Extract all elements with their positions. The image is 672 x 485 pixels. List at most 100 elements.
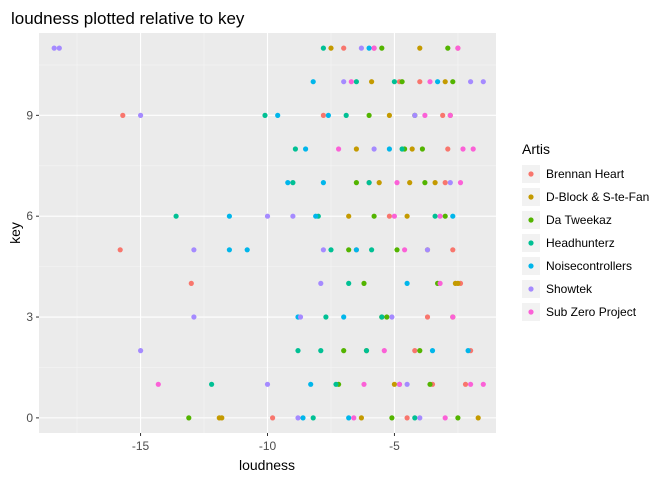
- legend-swatch: [528, 171, 534, 177]
- data-point: [386, 213, 392, 219]
- data-point: [138, 112, 144, 118]
- data-point: [404, 381, 410, 387]
- data-point: [369, 79, 375, 85]
- data-point: [455, 415, 461, 421]
- data-point: [188, 280, 194, 286]
- data-point: [328, 45, 334, 51]
- data-point: [462, 381, 469, 387]
- data-point: [264, 213, 271, 219]
- data-point: [346, 280, 352, 286]
- legend-label: Noisecontrollers: [546, 259, 632, 273]
- data-point: [429, 348, 436, 354]
- data-point: [346, 415, 352, 421]
- data-point: [470, 146, 476, 152]
- legend-label: Brennan Heart: [546, 167, 625, 181]
- data-point: [417, 415, 423, 421]
- legend-swatch: [528, 286, 534, 292]
- legend-title: Artis: [522, 141, 550, 157]
- data-point: [391, 381, 397, 387]
- data-point: [460, 146, 466, 152]
- data-point: [437, 280, 443, 286]
- data-point: [341, 348, 347, 354]
- data-point: [399, 79, 405, 85]
- data-point: [376, 180, 382, 186]
- data-point: [432, 180, 438, 186]
- data-point: [417, 79, 423, 85]
- data-point: [120, 112, 126, 118]
- data-point: [432, 213, 438, 219]
- data-points: [51, 45, 486, 421]
- data-point: [117, 247, 123, 253]
- data-point: [391, 79, 397, 85]
- legend-swatch: [528, 263, 534, 269]
- data-point: [186, 415, 192, 421]
- data-point: [341, 314, 347, 320]
- data-point: [320, 247, 326, 253]
- data-point: [310, 415, 316, 421]
- data-point: [318, 348, 324, 354]
- data-point: [427, 79, 433, 85]
- data-point: [450, 314, 456, 320]
- data-point: [468, 79, 474, 85]
- data-point: [379, 314, 385, 320]
- data-point: [308, 381, 314, 387]
- data-point: [297, 314, 304, 320]
- data-point: [386, 112, 392, 118]
- data-point: [363, 348, 370, 354]
- legend-item: Showtek: [522, 280, 593, 298]
- data-point: [313, 213, 319, 219]
- series-points: [216, 45, 481, 421]
- y-tick-label: 0: [26, 411, 33, 425]
- data-point: [341, 45, 347, 51]
- data-point: [353, 79, 359, 85]
- data-point: [399, 146, 405, 152]
- data-point: [285, 180, 291, 186]
- data-point: [138, 348, 144, 354]
- data-point: [361, 381, 367, 387]
- data-point: [244, 247, 250, 253]
- data-point: [348, 79, 354, 85]
- data-point: [379, 45, 385, 51]
- series-points: [51, 45, 486, 421]
- data-point: [404, 415, 410, 421]
- legend-label: Headhunterz: [546, 236, 615, 250]
- y-tick-label: 3: [26, 310, 33, 324]
- x-axis-label: loudness: [239, 457, 295, 473]
- data-point: [407, 180, 413, 186]
- data-point: [391, 213, 397, 219]
- data-point: [346, 247, 352, 253]
- data-point: [219, 415, 225, 421]
- data-point: [191, 314, 197, 320]
- x-tick-label: -15: [132, 439, 150, 453]
- data-point: [450, 213, 456, 219]
- data-point: [310, 79, 316, 85]
- data-point: [353, 180, 359, 186]
- data-point: [358, 415, 364, 421]
- data-point: [442, 180, 448, 186]
- legend-item: Brennan Heart: [522, 165, 625, 183]
- data-point: [442, 79, 448, 85]
- legend-item: Headhunterz: [522, 234, 615, 252]
- data-point: [480, 79, 486, 85]
- legend-label: D-Block & S-te-Fan: [546, 190, 649, 204]
- data-point: [341, 79, 347, 85]
- data-point: [424, 247, 431, 253]
- data-point: [328, 247, 334, 253]
- data-point: [386, 146, 392, 152]
- data-point: [445, 146, 451, 152]
- data-point: [412, 415, 418, 421]
- data-point: [419, 146, 425, 152]
- data-point: [226, 247, 232, 253]
- data-point: [437, 213, 443, 219]
- data-point: [275, 112, 281, 118]
- data-point: [270, 415, 276, 421]
- data-point: [290, 180, 296, 186]
- legend-swatch: [528, 309, 534, 315]
- data-point: [353, 247, 359, 253]
- data-point: [336, 146, 342, 152]
- data-point: [468, 381, 474, 387]
- data-point: [417, 45, 423, 51]
- data-point: [320, 45, 326, 51]
